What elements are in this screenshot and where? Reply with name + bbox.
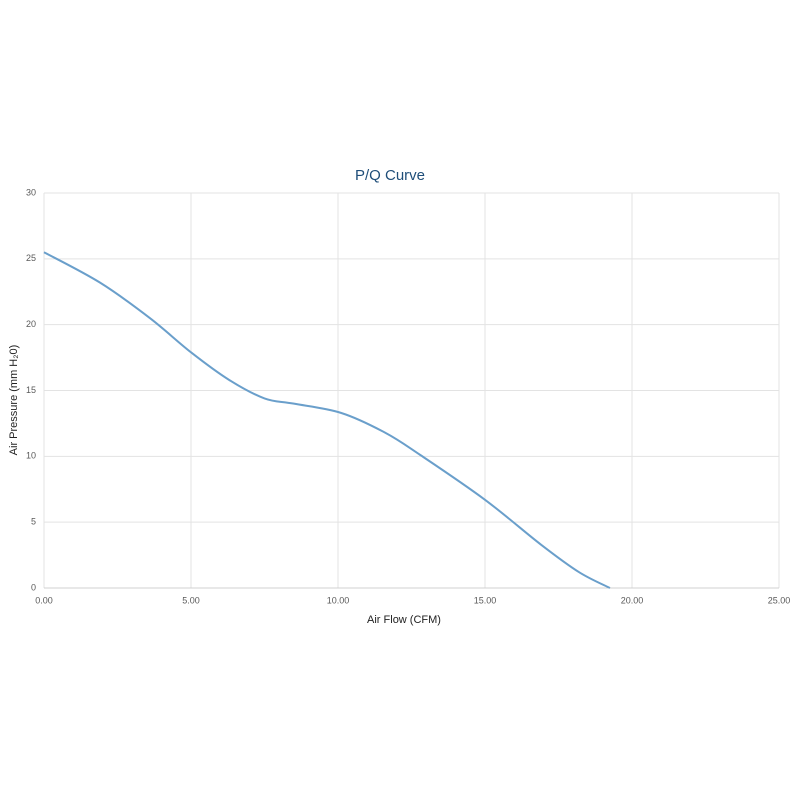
y-tick-label: 20 — [26, 319, 36, 329]
chart-title: P/Q Curve — [355, 167, 425, 184]
y-tick-label: 15 — [26, 385, 36, 395]
y-tick-label: 30 — [26, 187, 36, 197]
x-axis-label: Air Flow (CFM) — [367, 614, 441, 626]
x-tick-label: 20.00 — [621, 595, 644, 605]
x-tick-label: 15.00 — [474, 595, 497, 605]
x-tick-label: 0.00 — [35, 595, 53, 605]
x-tick-label: 25.00 — [768, 595, 791, 605]
y-tick-label: 10 — [26, 451, 36, 461]
y-axis-label: Air Pressure (mm H₂0) — [8, 345, 20, 456]
y-tick-label: 0 — [31, 582, 36, 592]
y-tick-label: 5 — [31, 517, 36, 527]
y-tick-label: 25 — [26, 253, 36, 263]
data-line — [43, 251, 611, 589]
x-tick-label: 5.00 — [182, 595, 200, 605]
x-tick-label: 10.00 — [327, 595, 350, 605]
